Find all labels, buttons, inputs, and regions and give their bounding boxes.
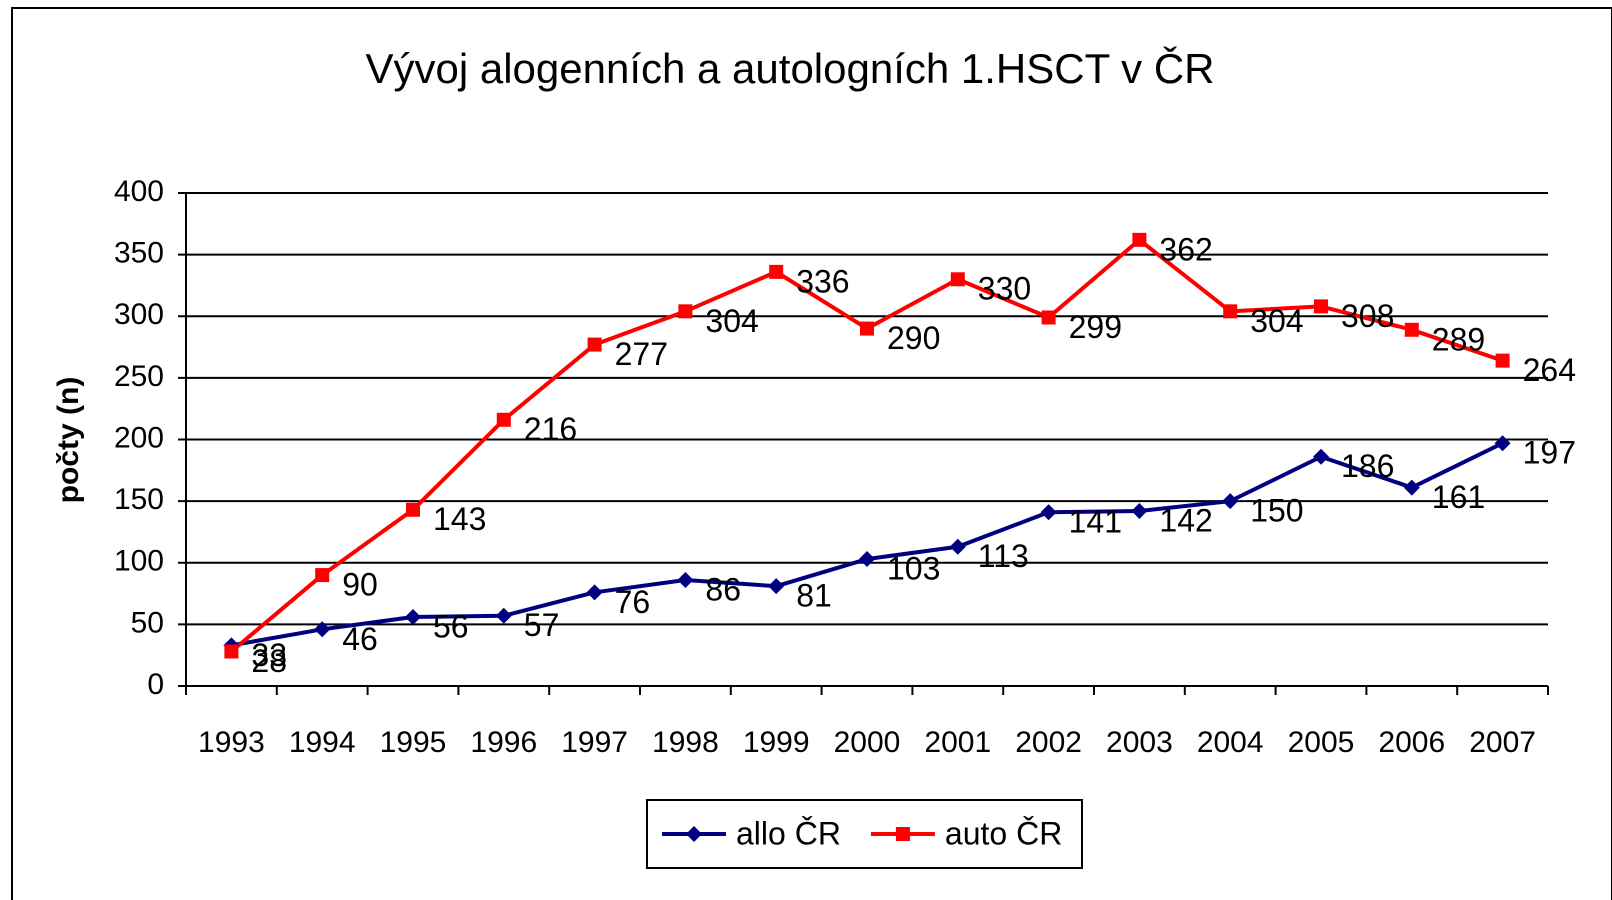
marker-square — [224, 644, 239, 659]
marker-square — [406, 502, 420, 517]
y-tick-label: 200 — [114, 421, 164, 454]
marker-square — [1041, 310, 1056, 325]
marker-square — [496, 412, 511, 427]
marker-square — [950, 272, 965, 287]
data-label: 290 — [887, 320, 940, 356]
data-label: 304 — [705, 303, 758, 339]
marker-diamond — [686, 826, 702, 842]
x-tick-label: 2007 — [1469, 726, 1536, 759]
marker-diamond — [1040, 504, 1057, 521]
data-label: 216 — [524, 411, 577, 447]
data-label: 90 — [342, 567, 378, 603]
data-label: 308 — [1341, 298, 1394, 334]
y-tick-label: 50 — [131, 606, 164, 639]
legend-label: allo ČR — [736, 815, 841, 851]
y-tick-label: 150 — [114, 483, 164, 516]
x-tick-label: 1996 — [470, 726, 537, 759]
marker-diamond — [1131, 502, 1148, 519]
marker-square — [1314, 299, 1328, 314]
marker-diamond — [1313, 448, 1329, 465]
data-label: 330 — [978, 271, 1031, 307]
x-tick-label: 2003 — [1106, 726, 1173, 759]
data-label: 304 — [1250, 303, 1303, 339]
x-tick-label: 1997 — [561, 726, 628, 759]
legend: allo ČR auto ČR — [662, 815, 1062, 851]
data-label: 56 — [433, 608, 469, 644]
marker-square — [315, 568, 330, 583]
legend-label: auto ČR — [945, 815, 1062, 851]
marker-square — [1132, 232, 1147, 247]
x-tick-label: 2000 — [834, 726, 901, 759]
marker-diamond — [495, 607, 512, 624]
data-label: 336 — [796, 263, 849, 299]
data-label: 143 — [433, 501, 486, 537]
data-label: 150 — [1250, 493, 1303, 529]
x-tick-label: 2001 — [924, 726, 991, 759]
marker-diamond — [677, 572, 694, 589]
data-label: 141 — [1069, 504, 1122, 540]
data-label: 81 — [796, 578, 832, 614]
y-tick-label: 250 — [114, 360, 164, 393]
x-tick-label: 1999 — [743, 726, 810, 759]
data-label: 289 — [1432, 321, 1485, 357]
data-label: 362 — [1159, 231, 1212, 267]
x-tick-label: 1998 — [652, 726, 719, 759]
chart-frame — [11, 7, 1612, 900]
data-label: 161 — [1432, 479, 1485, 515]
marker-square — [1495, 353, 1510, 368]
data-label: 76 — [615, 584, 651, 620]
x-tick-label: 2005 — [1288, 726, 1355, 759]
marker-square — [587, 337, 602, 352]
marker-diamond — [949, 538, 966, 555]
data-label: 86 — [705, 571, 741, 607]
x-tick-label: 2002 — [1015, 726, 1082, 759]
data-label: 299 — [1069, 309, 1122, 345]
data-label: 33 — [251, 637, 287, 673]
marker-diamond — [1222, 493, 1239, 510]
x-tick-label: 2006 — [1378, 726, 1445, 759]
data-label: 46 — [342, 621, 378, 657]
marker-square — [860, 321, 874, 336]
data-label: 277 — [615, 336, 668, 372]
marker-diamond — [1494, 435, 1511, 452]
marker-diamond — [586, 584, 603, 601]
marker-diamond — [768, 578, 785, 595]
marker-square — [1404, 322, 1419, 337]
y-axis-label: počty (n) — [52, 377, 85, 504]
marker-square — [1223, 304, 1238, 319]
chart-title: Vývoj alogenních a autologních 1.HSCT v … — [365, 45, 1214, 92]
data-label: 28 — [251, 643, 287, 679]
data-label: 186 — [1341, 448, 1394, 484]
marker-square — [895, 827, 910, 841]
x-tick-label: 1995 — [380, 726, 447, 759]
marker-diamond — [1403, 479, 1420, 496]
marker-diamond — [859, 551, 875, 568]
marker-square — [678, 304, 693, 319]
data-label: 197 — [1523, 435, 1576, 471]
data-label: 264 — [1523, 352, 1576, 388]
data-label: 142 — [1159, 502, 1212, 538]
marker-diamond — [314, 621, 331, 638]
y-tick-label: 400 — [114, 175, 164, 208]
x-tick-label: 1994 — [289, 726, 356, 759]
y-tick-label: 100 — [114, 545, 164, 578]
y-tick-label: 350 — [114, 237, 164, 270]
y-tick-label: 0 — [147, 668, 164, 701]
x-tick-label: 2004 — [1197, 726, 1264, 759]
y-tick-label: 300 — [114, 298, 164, 331]
x-tick-label: 1993 — [198, 726, 265, 759]
marker-square — [769, 264, 784, 279]
data-label: 113 — [978, 538, 1029, 574]
data-label: 57 — [524, 607, 560, 643]
data-label: 103 — [887, 551, 940, 587]
marker-diamond — [405, 608, 421, 625]
